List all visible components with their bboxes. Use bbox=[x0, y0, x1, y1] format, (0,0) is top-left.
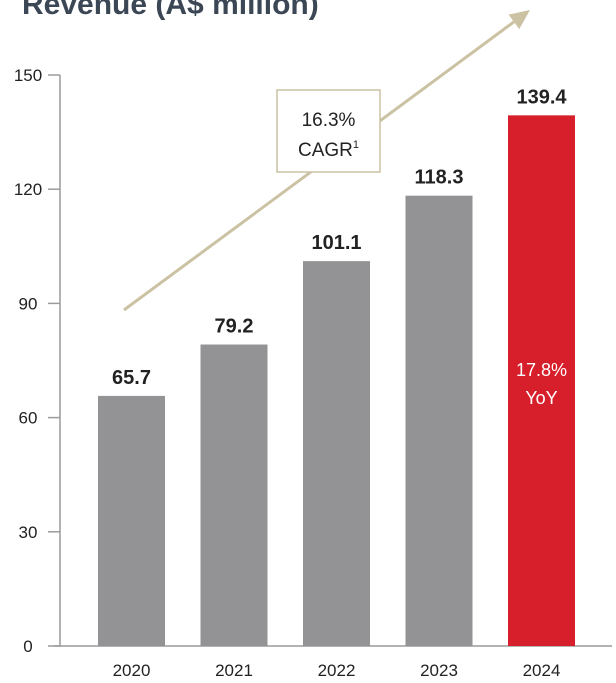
cagr-arrow-head bbox=[508, 10, 530, 30]
data-label-2024: 139.4 bbox=[516, 86, 567, 108]
yoy-value: 17.8% bbox=[516, 360, 567, 380]
x-ticks: 2020 2021 2022 2023 2024 bbox=[113, 661, 561, 680]
cagr-label-text: CAGR bbox=[298, 140, 353, 161]
cagr-value: 16.3% bbox=[302, 110, 356, 131]
bars bbox=[98, 115, 575, 647]
data-label-2020: 65.7 bbox=[112, 367, 151, 389]
bar-2023 bbox=[405, 195, 473, 646]
chart-title: Revenue (A$ million) bbox=[22, 0, 319, 21]
x-tick-label-2024: 2024 bbox=[523, 661, 561, 680]
cagr-annotation: 16.3% CAGR1 bbox=[276, 89, 381, 173]
x-tick-label-2020: 2020 bbox=[113, 661, 151, 680]
y-tick-label: 0 bbox=[23, 637, 32, 656]
x-tick-label-2022: 2022 bbox=[318, 661, 356, 680]
cagr-label: CAGR1 bbox=[298, 139, 359, 161]
yoy-annotation: 17.8% YoY bbox=[516, 360, 567, 408]
data-label-2021: 79.2 bbox=[215, 316, 254, 338]
data-labels: 65.7 79.2 101.1 118.3 139.4 bbox=[112, 86, 567, 389]
bar-2024 bbox=[508, 115, 575, 647]
y-tick-label: 150 bbox=[14, 66, 42, 85]
yoy-label: YoY bbox=[525, 388, 557, 408]
y-tick-label: 30 bbox=[19, 523, 38, 542]
x-tick-label-2021: 2021 bbox=[215, 661, 253, 680]
bar-2022 bbox=[303, 261, 370, 646]
x-tick-label-2023: 2023 bbox=[420, 661, 458, 680]
y-ticks: 0 30 60 90 120 150 bbox=[14, 66, 60, 656]
bar-2021 bbox=[200, 344, 268, 646]
y-tick-label: 90 bbox=[19, 294, 38, 313]
y-tick-label: 120 bbox=[14, 180, 42, 199]
y-tick-label: 60 bbox=[19, 409, 38, 428]
data-label-2022: 101.1 bbox=[311, 232, 361, 254]
data-label-2023: 118.3 bbox=[415, 167, 464, 189]
cagr-box bbox=[276, 89, 381, 173]
bar-2020 bbox=[98, 395, 165, 646]
cagr-footnote: 1 bbox=[353, 139, 359, 151]
